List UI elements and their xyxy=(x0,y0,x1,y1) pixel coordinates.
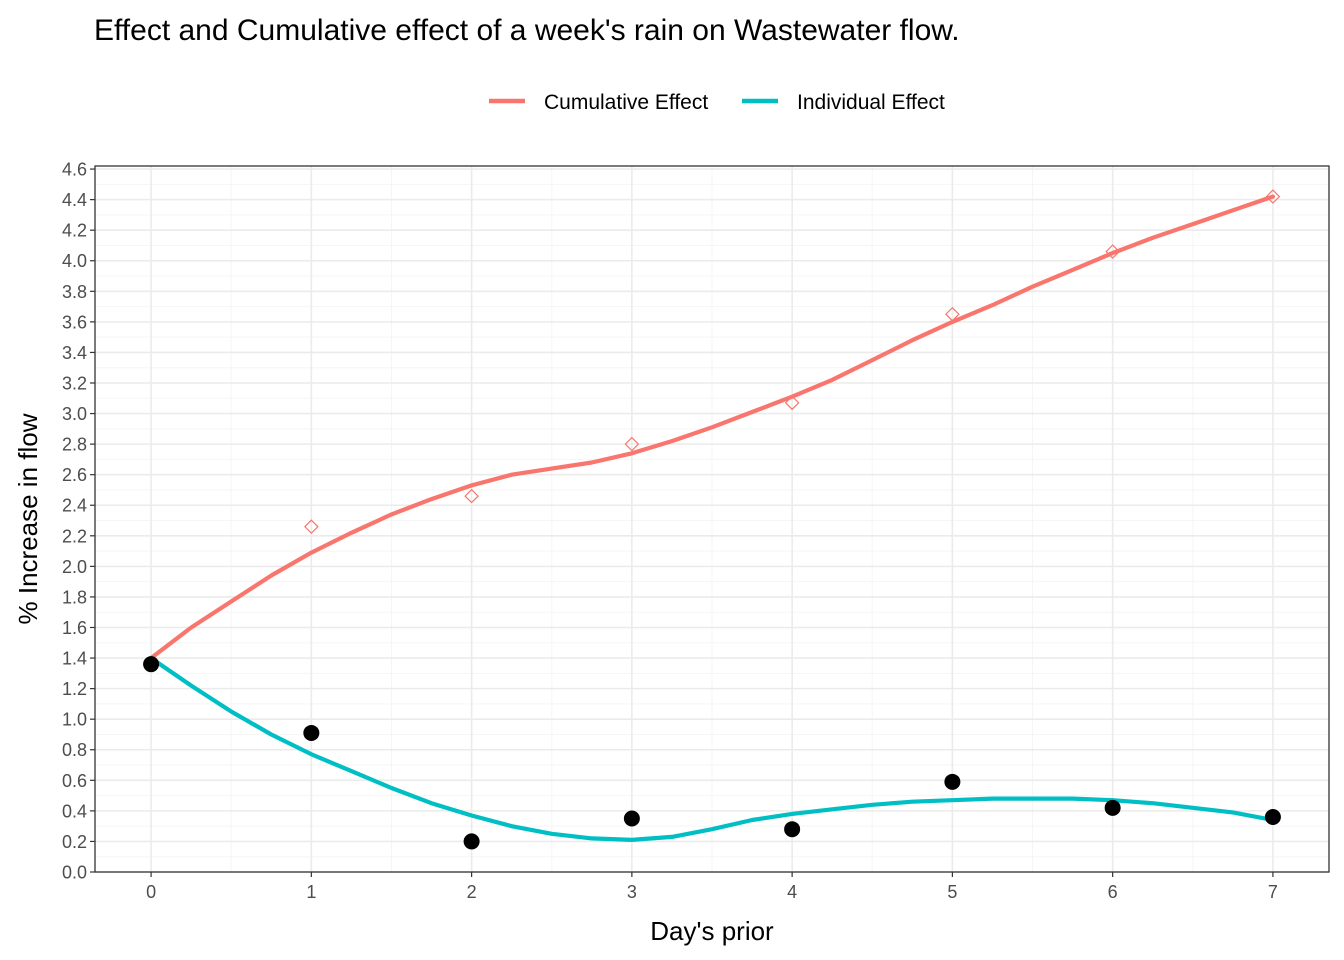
point-individual-effect xyxy=(463,833,480,850)
y-tick-label: 4.2 xyxy=(62,221,87,241)
point-individual-effect xyxy=(623,810,640,827)
grid-major xyxy=(95,166,1329,873)
point-cumulative-effect xyxy=(304,519,319,534)
x-tick-label: 7 xyxy=(1268,882,1278,902)
x-tick-label: 6 xyxy=(1108,882,1118,902)
legend: Cumulative Effect Individual Effect xyxy=(489,91,945,114)
y-tick-label: 0.6 xyxy=(62,771,87,791)
y-tick-label: 0.2 xyxy=(62,832,87,852)
point-individual-effect xyxy=(1264,808,1281,825)
point-cumulative-effect xyxy=(624,436,640,452)
y-tick-label: 2.2 xyxy=(62,526,87,546)
x-tick-label: 1 xyxy=(306,882,316,902)
y-tick-label: 1.0 xyxy=(62,710,87,730)
y-tick-label: 1.8 xyxy=(62,587,87,607)
point-individual-effect xyxy=(1104,799,1121,816)
y-tick-label: 3.8 xyxy=(62,282,87,302)
y-tick-label: 2.6 xyxy=(62,465,87,485)
legend-label-cumulative-effect: Cumulative Effect xyxy=(544,91,708,114)
y-axis-title: % Increase in flow xyxy=(13,413,43,624)
plot-panel-border xyxy=(94,165,1330,873)
chart-title: Effect and Cumulative effect of a week's… xyxy=(94,14,960,47)
y-axis: 0.0 0.2 0.4 0.6 0.8 1.0 1.2 1.4 1.6 1.8 2.0 2.2 2.4 2… xyxy=(62,160,95,883)
grid-minor xyxy=(95,166,1329,872)
point-individual-effect xyxy=(303,724,320,741)
point-cumulative-effect xyxy=(1265,189,1281,204)
series-line-cumulative-effect xyxy=(149,194,1275,661)
y-tick-label: 0.8 xyxy=(62,740,87,760)
y-tick-label: 0.4 xyxy=(62,801,87,821)
x-tick-label: 2 xyxy=(467,882,477,902)
point-individual-effect xyxy=(784,821,801,838)
x-axis: 0 1 2 3 4 5 6 7 xyxy=(146,872,1278,902)
x-tick-label: 5 xyxy=(947,882,957,902)
y-tick-label: 4.0 xyxy=(62,251,87,271)
y-tick-label: 1.4 xyxy=(62,649,87,669)
y-tick-label: 1.2 xyxy=(62,679,87,699)
x-tick-label: 3 xyxy=(627,882,637,902)
point-individual-effect xyxy=(944,773,961,790)
x-tick-label: 0 xyxy=(146,882,156,902)
point-individual-effect xyxy=(143,656,160,673)
x-tick-label: 4 xyxy=(787,882,797,902)
point-cumulative-effect xyxy=(784,395,800,411)
legend-label-individual-effect: Individual Effect xyxy=(797,91,945,114)
y-tick-label: 3.4 xyxy=(62,343,87,363)
y-tick-label: 2.8 xyxy=(62,435,87,455)
y-tick-label: 2.0 xyxy=(62,557,87,577)
series-line-individual-effect xyxy=(149,656,1275,842)
y-tick-label: 3.2 xyxy=(62,373,87,393)
data-points xyxy=(143,189,1281,850)
y-tick-label: 0.0 xyxy=(62,863,87,883)
point-cumulative-effect xyxy=(1105,244,1120,259)
y-tick-label: 4.6 xyxy=(62,160,87,180)
series-lines xyxy=(149,194,1275,842)
y-tick-label: 2.4 xyxy=(62,496,87,516)
y-tick-label: 3.0 xyxy=(62,404,87,424)
point-cumulative-effect xyxy=(945,306,960,322)
point-cumulative-effect xyxy=(464,488,479,504)
y-tick-label: 3.6 xyxy=(62,312,87,332)
y-tick-label: 1.6 xyxy=(62,618,87,638)
y-tick-label: 4.4 xyxy=(62,190,87,210)
x-axis-title: Day's prior xyxy=(650,916,774,946)
